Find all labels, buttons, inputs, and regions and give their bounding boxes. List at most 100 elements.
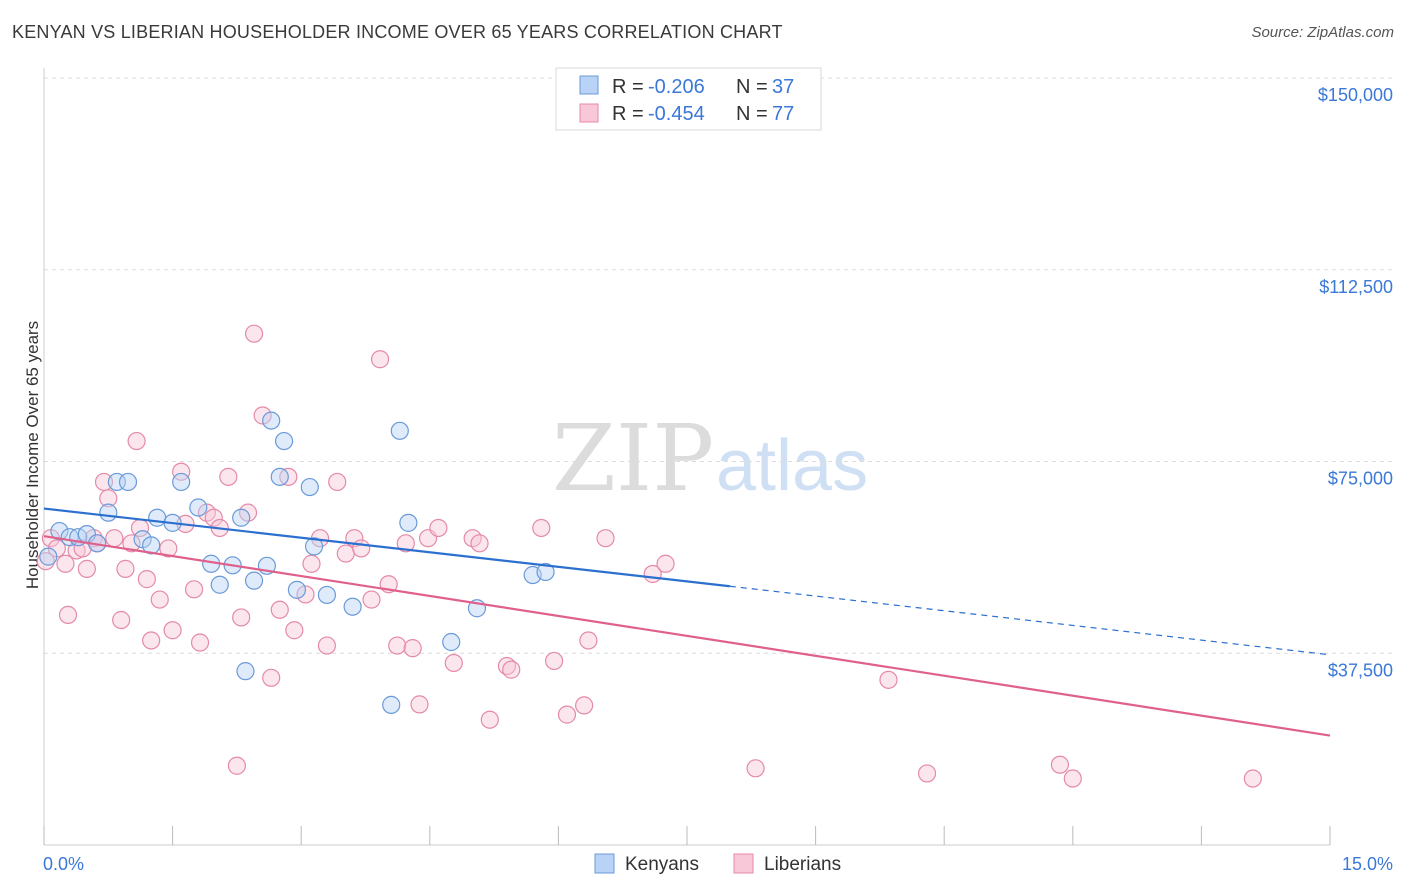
liberian-point-23: [172, 462, 191, 481]
kenyan-point-22: [262, 411, 281, 430]
gridlines: [44, 77, 1392, 654]
watermark: ZIP atlas: [552, 405, 868, 512]
liberian-point-22: [163, 621, 182, 640]
liberian-point-14: [116, 559, 135, 578]
kenyan-point-23: [270, 467, 289, 486]
liberian-point-49: [370, 350, 390, 369]
liberian-point-12: [105, 529, 124, 548]
legend-liberian-n-label: N =: [736, 103, 768, 125]
kenyan-point-31: [390, 421, 409, 440]
liberian-point-51: [388, 636, 407, 655]
watermark-zip: ZIP: [552, 405, 714, 512]
kenyan-point-25: [287, 580, 307, 599]
x-tick-labels: 0.0% 15.0%: [43, 854, 1393, 874]
liberian-point-11: [99, 489, 118, 508]
y-tick-label-1: $75,000: [1328, 469, 1393, 489]
top-legend: R = -0.206 N = 37 R = -0.454 N = 77: [555, 67, 822, 131]
liberian-point-39: [285, 621, 304, 640]
kenyan-point-16: [210, 575, 229, 594]
liberian-point-36: [262, 668, 281, 687]
bottom-legend-kenyan-label: Kenyans: [625, 854, 699, 875]
kenyan-point-32: [399, 513, 418, 532]
bottom-legend-liberian-label: Liberians: [764, 854, 841, 875]
kenyan-point-33: [442, 632, 461, 652]
kenyan-point-20: [244, 571, 264, 590]
kenyan-point-29: [343, 597, 362, 616]
liberian-point-45: [336, 544, 355, 563]
y-tick-label-3: $150,000: [1318, 85, 1393, 105]
liberian-point-75: [1063, 769, 1082, 788]
y-axis-title: Householder Income Over 65 years: [23, 321, 42, 589]
y-tick-label-2: $112,500: [1319, 277, 1393, 297]
liberian-point-34: [244, 324, 264, 343]
kenyan-point-30: [382, 695, 401, 714]
liberian-point-53: [403, 639, 422, 658]
legend-liberian-swatch: [579, 103, 599, 123]
liberian-point-41: [302, 554, 321, 573]
liberian-point-43: [317, 636, 337, 655]
liberian-point-71: [746, 759, 765, 778]
liberian-point-73: [917, 764, 937, 783]
liberian-point-70: [656, 554, 675, 573]
kenyan-point-26: [300, 477, 319, 497]
legend-kenyan-swatch: [579, 75, 599, 95]
liberian-point-20: [150, 590, 169, 609]
liberian-point-65: [557, 705, 577, 724]
liberian-point-40: [296, 585, 315, 604]
kenyan-trend-line: [43, 507, 730, 588]
liberian-point-68: [596, 529, 615, 548]
liberian-point-57: [444, 653, 463, 673]
liberian-point-54: [410, 695, 429, 714]
liberian-point-26: [190, 633, 210, 652]
legend-liberian-r-label: R =: [612, 103, 644, 125]
legend-box: [555, 67, 822, 131]
y-tick-labels: $37,500 $75,000 $112,500 $150,000: [1318, 85, 1393, 680]
kenyan-point-8: [118, 472, 138, 492]
bottom-legend-liberian-swatch: [733, 853, 754, 874]
x-tick-label-max: 15.0%: [1342, 854, 1393, 874]
liberian-point-74: [1050, 755, 1070, 774]
kenyan-point-18: [232, 508, 251, 527]
legend-kenyan-n-value: 37: [772, 76, 794, 98]
kenyan-point-19: [236, 662, 255, 681]
liberian-point-30: [219, 467, 238, 486]
liberian-point-44: [328, 472, 347, 492]
kenyan-point-6: [99, 503, 118, 522]
liberian-point-32: [232, 608, 251, 627]
legend-liberian-r-value: -0.454: [648, 103, 705, 125]
y-tick-label-0: $37,500: [1328, 660, 1393, 680]
liberian-point-63: [532, 518, 551, 538]
kenyan-point-27: [304, 537, 324, 556]
kenyan-point-0: [39, 547, 58, 566]
liberian-point-35: [253, 406, 272, 425]
liberian-point-72: [879, 670, 898, 689]
kenyan-trend-line-extension: [729, 585, 1331, 656]
liberian-point-16: [127, 431, 146, 451]
legend-kenyan-r-value: -0.206: [648, 76, 705, 98]
liberian-point-15: [122, 534, 141, 553]
axes: [43, 68, 1331, 846]
kenyan-point-36: [536, 562, 555, 582]
kenyan-point-11: [148, 508, 167, 527]
liberian-point-62: [502, 660, 521, 679]
legend-kenyan-r-label: R =: [612, 76, 644, 98]
liberian-points: [36, 324, 1262, 788]
liberian-point-48: [362, 590, 381, 609]
bottom-legend-kenyan-swatch: [594, 853, 615, 874]
kenyan-point-14: [189, 498, 208, 517]
kenyan-point-24: [274, 431, 294, 451]
liberian-point-28: [204, 508, 223, 527]
trend-lines: [43, 507, 1331, 737]
liberian-point-4: [58, 605, 78, 625]
chart-title: KENYAN VS LIBERIAN HOUSEHOLDER INCOME OV…: [12, 22, 783, 42]
liberian-point-19: [142, 631, 161, 650]
liberian-point-47: [352, 539, 371, 558]
liberian-point-66: [575, 696, 594, 715]
liberian-point-13: [112, 610, 131, 630]
kenyan-point-28: [317, 585, 337, 605]
liberian-point-60: [480, 710, 499, 729]
liberian-trend-line: [43, 535, 1331, 737]
liberian-point-31: [227, 756, 246, 775]
liberian-point-37: [270, 600, 289, 619]
